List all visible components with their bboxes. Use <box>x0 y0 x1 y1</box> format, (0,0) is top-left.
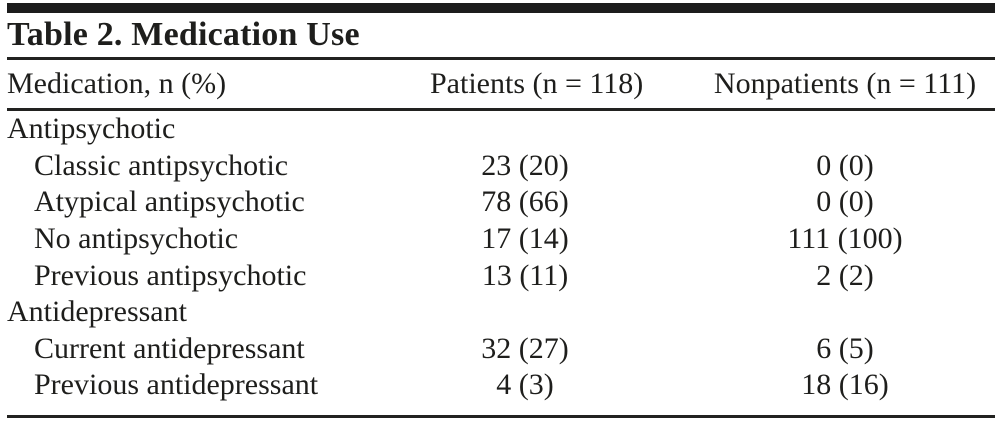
patients-value: 23 (20) <box>481 148 569 182</box>
column-header-medication: Medication, n (%) <box>7 67 227 100</box>
column-header-nonpatients: Nonpatients (n = 111) <box>713 67 977 100</box>
table-row: Current antidepressant 32 (27) 6 (5) <box>7 331 995 368</box>
nonpatients-value: 111 (100) <box>787 222 903 256</box>
header-rule <box>7 108 995 111</box>
table-header-row: Medication, n (%) Patients (n = 118) Non… <box>7 60 995 108</box>
table-row: No antipsychotic 17 (14) 111 (100) <box>7 221 995 258</box>
table-row: Previous antidepressant 4 (3) 18 (16) <box>7 367 995 404</box>
nonpatients-value: 18 (16) <box>801 368 889 402</box>
patients-value: 17 (14) <box>481 222 569 256</box>
nonpatients-value: 2 (2) <box>816 258 874 292</box>
column-header-patients: Patients (n = 118) <box>430 67 644 100</box>
row-label: No antipsychotic <box>34 222 239 256</box>
table-row: Atypical antipsychotic 78 (66) 0 (0) <box>7 184 995 221</box>
nonpatients-value: 6 (5) <box>816 331 874 365</box>
patients-value: 78 (66) <box>481 185 569 219</box>
row-label: Antidepressant <box>7 295 187 329</box>
table-row-category: Antipsychotic <box>7 111 995 148</box>
table-title: Table 2. Medication Use <box>7 16 360 53</box>
table-body: Antipsychotic Classic antipsychotic 23 (… <box>7 111 995 404</box>
top-rule <box>7 3 995 13</box>
row-label: Previous antidepressant <box>34 368 319 402</box>
patients-value: 13 (11) <box>481 258 569 292</box>
row-label: Antipsychotic <box>7 112 176 146</box>
table-row: Classic antipsychotic 23 (20) 0 (0) <box>7 148 995 185</box>
bottom-rule <box>7 414 995 418</box>
table-row: Previous antipsychotic 13 (11) 2 (2) <box>7 257 995 294</box>
row-label: Previous antipsychotic <box>34 258 307 292</box>
table-row-category: Antidepressant <box>7 294 995 331</box>
patients-value: 32 (27) <box>481 331 569 365</box>
row-label: Atypical antipsychotic <box>34 185 305 219</box>
title-rule <box>7 57 995 60</box>
nonpatients-value: 0 (0) <box>816 185 874 219</box>
row-label: Classic antipsychotic <box>34 148 289 182</box>
nonpatients-value: 0 (0) <box>816 148 874 182</box>
row-label: Current antidepressant <box>34 331 305 365</box>
patients-value: 4 (3) <box>496 368 554 402</box>
